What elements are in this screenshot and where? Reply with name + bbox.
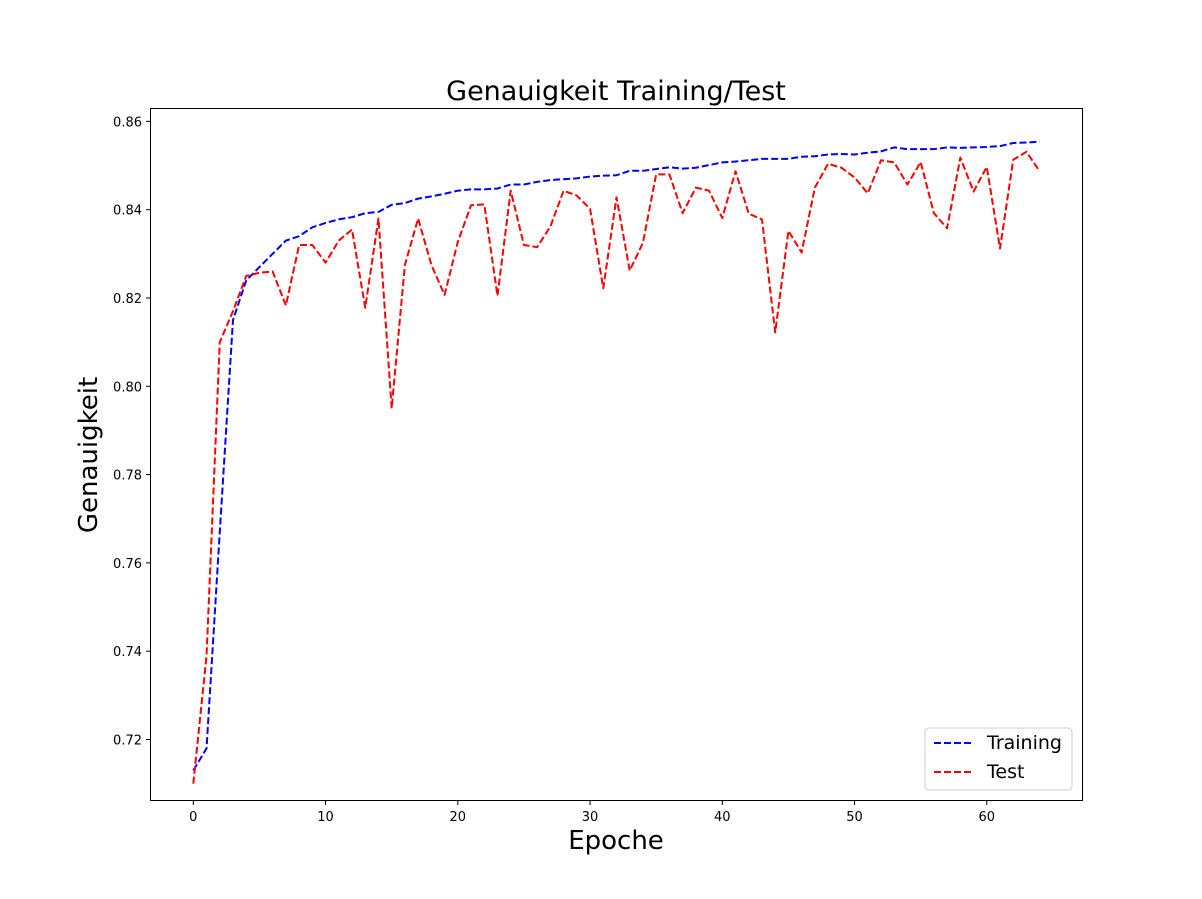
x-tick-label: 10 bbox=[317, 810, 334, 825]
y-tick-label: 0.86 bbox=[113, 115, 142, 130]
y-tick-label: 0.72 bbox=[113, 734, 142, 749]
chart-title: Genauigkeit Training/Test bbox=[446, 76, 786, 107]
y-tick-label: 0.78 bbox=[113, 469, 142, 484]
x-tick-label: 60 bbox=[979, 810, 996, 825]
x-axis-ticks: 0 10 20 30 40 50 60 bbox=[189, 800, 995, 825]
y-tick-label: 0.84 bbox=[113, 204, 142, 219]
series-line-test bbox=[192, 150, 1041, 784]
y-tick-label: 0.82 bbox=[113, 292, 142, 307]
x-tick-label: 50 bbox=[846, 810, 863, 825]
x-tick-label: 20 bbox=[450, 810, 467, 825]
x-tick-label: 30 bbox=[582, 810, 599, 825]
y-axis-ticks: 0.72 0.74 0.76 0.78 0.80 0.82 0.84 0.86 bbox=[113, 115, 151, 749]
y-tick-label: 0.80 bbox=[113, 380, 142, 395]
y-tick-label: 0.76 bbox=[113, 557, 142, 572]
y-axis-label: Genauigkeit bbox=[74, 377, 104, 533]
plot-frame bbox=[150, 108, 1083, 801]
legend-label-test: Test bbox=[986, 761, 1024, 783]
x-axis-label: Epoche bbox=[568, 826, 664, 856]
series-line-training bbox=[192, 140, 1040, 771]
series-layer bbox=[192, 140, 1041, 784]
x-tick-label: 0 bbox=[189, 810, 197, 825]
legend-label-training: Training bbox=[986, 732, 1062, 754]
legend: Training Test bbox=[924, 727, 1073, 791]
legend-box bbox=[924, 727, 1073, 791]
x-tick-label: 40 bbox=[714, 810, 731, 825]
y-tick-label: 0.74 bbox=[113, 645, 142, 660]
plot-area bbox=[150, 108, 1083, 801]
